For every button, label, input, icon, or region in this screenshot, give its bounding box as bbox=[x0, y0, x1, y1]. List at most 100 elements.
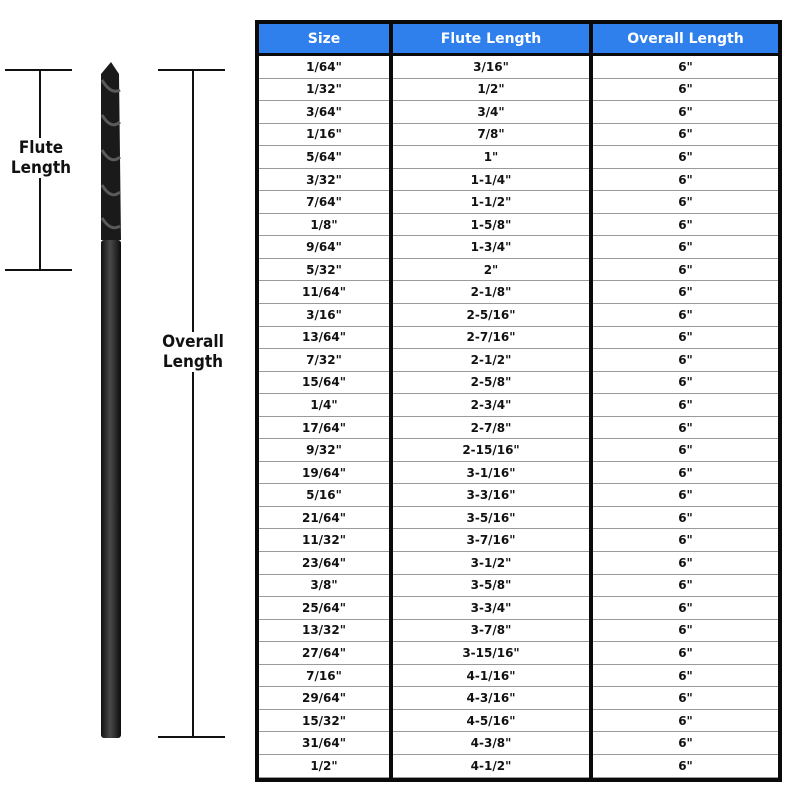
overall-length-cell: 6" bbox=[593, 506, 778, 530]
overall-bracket-bottom bbox=[158, 736, 225, 738]
size-cell: 19/64" bbox=[259, 461, 389, 485]
overall-length-cell: 6" bbox=[593, 687, 778, 710]
flute-length-cell: 4-5/16" bbox=[393, 709, 589, 733]
table-row: 3/16" 2-5/16" 6" bbox=[259, 304, 778, 327]
size-cell: 15/32" bbox=[259, 709, 389, 733]
flute-length-cell: 3-15/16" bbox=[393, 642, 589, 665]
table-row: 29/64" 4-3/16" 6" bbox=[259, 687, 778, 710]
size-cell: 5/64" bbox=[259, 146, 389, 169]
size-cell: 3/32" bbox=[259, 168, 389, 192]
flute-length-cell: 1/2" bbox=[393, 78, 589, 102]
overall-length-cell: 6" bbox=[593, 664, 778, 688]
overall-length-cell: 6" bbox=[593, 281, 778, 305]
size-cell: 1/4" bbox=[259, 394, 389, 417]
flute-length-cell: 4-1/2" bbox=[393, 754, 589, 778]
flute-length-cell: 2-5/8" bbox=[393, 371, 589, 395]
table-body: 1/64" 3/16" 6" 1/32" 1/2" 6" 3/64" 3/4" 6" 1/16" 7… bbox=[259, 56, 778, 778]
table-row: 3/64" 3/4" 6" bbox=[259, 101, 778, 124]
table-row: 19/64" 3-1/16" 6" bbox=[259, 461, 778, 485]
drill-bit-image bbox=[100, 62, 121, 738]
size-cell: 23/64" bbox=[259, 552, 389, 575]
overall-length-cell: 6" bbox=[593, 146, 778, 169]
flute-length-cell: 2-15/16" bbox=[393, 439, 589, 462]
flute-length-cell: 2" bbox=[393, 258, 589, 282]
flute-length-cell: 2-3/4" bbox=[393, 394, 589, 417]
size-cell: 1/32" bbox=[259, 78, 389, 102]
overall-length-cell: 6" bbox=[593, 439, 778, 462]
flute-length-cell: 2-7/8" bbox=[393, 416, 589, 440]
table-row: 7/16" 4-1/16" 6" bbox=[259, 664, 778, 688]
overall-length-cell: 6" bbox=[593, 78, 778, 102]
size-cell: 1/16" bbox=[259, 123, 389, 147]
size-cell: 3/8" bbox=[259, 574, 389, 598]
flute-length-cell: 3-3/16" bbox=[393, 484, 589, 507]
overall-length-cell: 6" bbox=[593, 484, 778, 507]
table-row: 1/16" 7/8" 6" bbox=[259, 123, 778, 147]
overall-length-cell: 6" bbox=[593, 304, 778, 327]
overall-length-cell: 6" bbox=[593, 258, 778, 282]
overall-length-cell: 6" bbox=[593, 552, 778, 575]
table-row: 3/8" 3-5/8" 6" bbox=[259, 574, 778, 598]
header-size: Size bbox=[259, 24, 389, 53]
overall-length-cell: 6" bbox=[593, 371, 778, 395]
size-cell: 13/32" bbox=[259, 619, 389, 643]
size-cell: 13/64" bbox=[259, 326, 389, 350]
overall-length-cell: 6" bbox=[593, 123, 778, 147]
table-row: 7/32" 2-1/2" 6" bbox=[259, 349, 778, 372]
overall-length-cell: 6" bbox=[593, 56, 778, 79]
header-flute-length: Flute Length bbox=[393, 24, 589, 53]
table-row: 5/16" 3-3/16" 6" bbox=[259, 484, 778, 507]
table-row: 1/2" 4-1/2" 6" bbox=[259, 754, 778, 778]
size-cell: 25/64" bbox=[259, 597, 389, 620]
overall-length-cell: 6" bbox=[593, 394, 778, 417]
flute-length-cell: 2-7/16" bbox=[393, 326, 589, 350]
table-row: 25/64" 3-3/4" 6" bbox=[259, 597, 778, 620]
overall-length-cell: 6" bbox=[593, 461, 778, 485]
overall-length-cell: 6" bbox=[593, 349, 778, 372]
overall-length-cell: 6" bbox=[593, 213, 778, 237]
size-cell: 5/16" bbox=[259, 484, 389, 507]
header-overall-length: Overall Length bbox=[593, 24, 778, 53]
table-row: 13/64" 2-7/16" 6" bbox=[259, 326, 778, 350]
table-row: 1/32" 1/2" 6" bbox=[259, 78, 778, 102]
table-row: 1/8" 1-5/8" 6" bbox=[259, 213, 778, 237]
flute-length-cell: 3-5/16" bbox=[393, 506, 589, 530]
size-cell: 1/8" bbox=[259, 213, 389, 237]
overall-length-cell: 6" bbox=[593, 416, 778, 440]
size-cell: 9/64" bbox=[259, 236, 389, 259]
overall-length-cell: 6" bbox=[593, 732, 778, 755]
flute-length-cell: 1-1/2" bbox=[393, 191, 589, 214]
size-cell: 1/2" bbox=[259, 754, 389, 778]
flute-length-cell: 4-1/16" bbox=[393, 664, 589, 688]
flute-length-cell: 3-7/16" bbox=[393, 529, 589, 553]
flute-bracket-bottom bbox=[5, 269, 72, 271]
overall-length-cell: 6" bbox=[593, 597, 778, 620]
size-cell: 5/32" bbox=[259, 258, 389, 282]
flute-length-cell: 2-1/8" bbox=[393, 281, 589, 305]
table-row: 15/32" 4-5/16" 6" bbox=[259, 709, 778, 733]
size-cell: 7/64" bbox=[259, 191, 389, 214]
flute-length-label: Flute Length bbox=[8, 138, 74, 178]
table-row: 1/64" 3/16" 6" bbox=[259, 56, 778, 79]
flute-length-cell: 1-5/8" bbox=[393, 213, 589, 237]
size-cell: 11/32" bbox=[259, 529, 389, 553]
table-row: 5/32" 2" 6" bbox=[259, 258, 778, 282]
table-row: 27/64" 3-15/16" 6" bbox=[259, 642, 778, 665]
table-row: 11/64" 2-1/8" 6" bbox=[259, 281, 778, 305]
size-cell: 11/64" bbox=[259, 281, 389, 305]
overall-length-cell: 6" bbox=[593, 191, 778, 214]
size-cell: 27/64" bbox=[259, 642, 389, 665]
flute-length-cell: 1-1/4" bbox=[393, 168, 589, 192]
flute-length-cell: 4-3/8" bbox=[393, 732, 589, 755]
table-row: 9/32" 2-15/16" 6" bbox=[259, 439, 778, 462]
flute-length-cell: 1-3/4" bbox=[393, 236, 589, 259]
size-cell: 31/64" bbox=[259, 732, 389, 755]
size-cell: 29/64" bbox=[259, 687, 389, 710]
table-row: 13/32" 3-7/8" 6" bbox=[259, 619, 778, 643]
size-cell: 17/64" bbox=[259, 416, 389, 440]
flute-length-cell: 2-1/2" bbox=[393, 349, 589, 372]
overall-length-cell: 6" bbox=[593, 168, 778, 192]
flute-length-cell: 3-5/8" bbox=[393, 574, 589, 598]
flute-length-cell: 4-3/16" bbox=[393, 687, 589, 710]
flute-bracket-top bbox=[5, 69, 72, 71]
